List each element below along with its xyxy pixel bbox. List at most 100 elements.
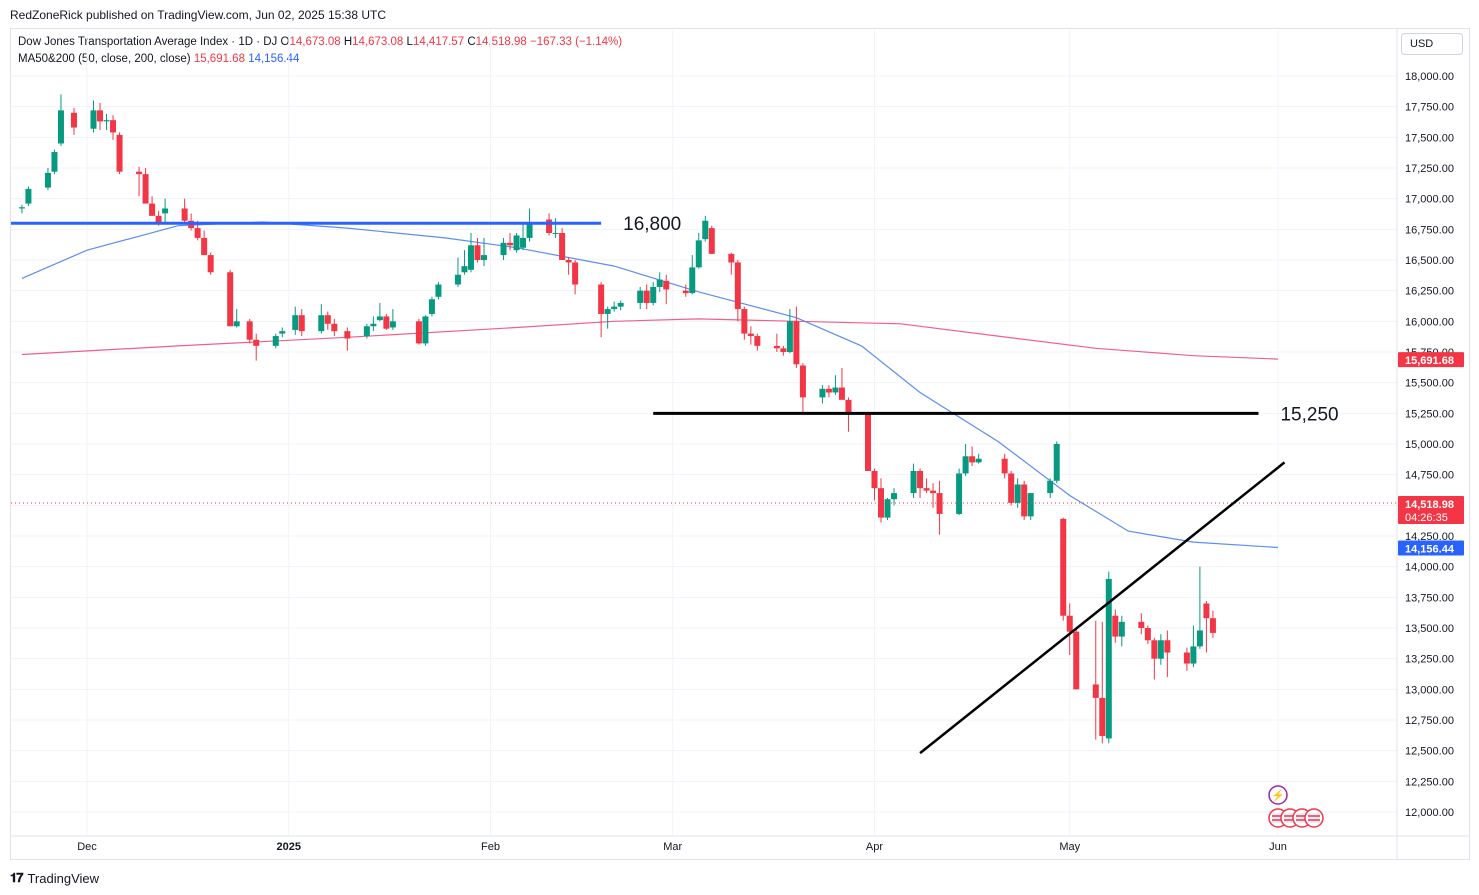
publisher-bar: RedZoneRick published on TradingView.com…: [0, 0, 1479, 28]
candle-body: [201, 237, 208, 256]
candle-body: [845, 399, 852, 414]
time-tick-label: Apr: [866, 841, 883, 853]
price-badge-countdown: 04:26:35: [1405, 512, 1448, 524]
price-tick-label: 13,000.00: [1405, 684, 1454, 696]
candle-body: [923, 488, 930, 491]
candle-body: [1196, 630, 1203, 647]
candle-body: [1099, 697, 1106, 736]
candle-body: [51, 152, 58, 172]
price-grid: [11, 30, 1397, 836]
candle-body: [467, 245, 474, 270]
candle-body: [149, 203, 156, 216]
candle-body: [656, 279, 663, 287]
candle-body: [734, 262, 741, 310]
candle-body: [142, 174, 149, 204]
lightning-icon: [1268, 785, 1288, 805]
footer-brand[interactable]: TradingView: [27, 870, 100, 886]
price-tick-label: 16,250.00: [1405, 286, 1454, 298]
candle-body: [1151, 640, 1158, 659]
candle-body: [565, 260, 572, 263]
price-tick-label: 17,500.00: [1405, 132, 1454, 144]
candle-body: [838, 387, 845, 400]
annotations: 16,800 15,250: [11, 214, 1397, 755]
candle-body: [650, 286, 657, 303]
event-icons: ⚡: [1268, 785, 1324, 828]
currency-selector[interactable]: USD: [1401, 33, 1463, 55]
candle-body: [559, 233, 566, 260]
time-tick-label: Jun: [1269, 841, 1287, 853]
candle-body: [637, 290, 644, 303]
candle-body: [1092, 684, 1099, 698]
price-tick-label: 17,250.00: [1405, 163, 1454, 175]
level-label: 15,250: [1280, 404, 1338, 425]
symbol-title[interactable]: Dow Jones Transportation Average Index ·…: [18, 36, 278, 48]
candle-body: [454, 274, 461, 285]
candle-body: [1066, 615, 1073, 632]
candle-body: [428, 299, 435, 314]
publisher-text: RedZoneRick published on TradingView.com…: [10, 8, 387, 22]
candle-body: [1112, 615, 1119, 637]
candle-body: [246, 321, 253, 340]
candle-body: [97, 110, 104, 122]
candle-body: [513, 235, 520, 251]
candle-body: [604, 309, 611, 314]
ohlc-legend: Dow Jones Transportation Average Index ·…: [18, 36, 622, 48]
candle-body: [891, 493, 898, 500]
price-tick-label: 12,500.00: [1405, 746, 1454, 758]
candle-body: [617, 302, 624, 307]
change-value: −167.33 (−1.14%): [530, 36, 623, 48]
candle-body: [1203, 603, 1210, 619]
candle-body: [1014, 484, 1021, 503]
candle-body: [383, 316, 390, 329]
candle-body: [1164, 640, 1171, 653]
candle-body: [1047, 480, 1054, 494]
footer: 𝟏𝟕 TradingView: [10, 868, 99, 888]
candle-body: [754, 336, 761, 346]
price-badge-text: 14,518.98: [1405, 499, 1454, 511]
candle-body: [910, 470, 917, 494]
price-tick-label: 13,250.00: [1405, 654, 1454, 666]
candle-body: [526, 221, 533, 238]
low-value: 14,417.57: [412, 36, 465, 48]
candle-body: [57, 110, 64, 144]
candle-body: [181, 208, 188, 221]
candle-body: [507, 242, 514, 246]
candle-body: [1144, 628, 1151, 641]
candle-body: [793, 321, 800, 365]
candle-body: [136, 171, 143, 175]
candle-body: [552, 233, 559, 235]
candle-body: [689, 267, 696, 294]
low-label: L: [406, 36, 413, 48]
price-tick-label: 13,750.00: [1405, 592, 1454, 604]
candle-body: [682, 290, 689, 294]
candle-body: [70, 112, 77, 128]
candle-body: [969, 456, 976, 463]
tradingview-logo-icon[interactable]: 𝟏𝟕: [10, 870, 24, 885]
candle-body: [917, 470, 924, 489]
candle-body: [546, 219, 553, 234]
candle-body: [116, 134, 123, 172]
ma-label[interactable]: MA50&200 (50, close, 200, close): [18, 53, 191, 65]
candle-body: [1027, 493, 1034, 517]
candle-body: [1138, 621, 1145, 628]
candle-body: [474, 245, 481, 260]
candle-body: [298, 315, 305, 332]
price-badge-text: 14,156.44: [1405, 543, 1455, 555]
candle-body: [520, 237, 527, 248]
chart-frame[interactable]: [10, 28, 1470, 860]
candle-body: [389, 321, 396, 328]
candle-body: [363, 326, 370, 337]
candle-body: [832, 387, 839, 393]
price-tick-label: 15,500.00: [1405, 378, 1454, 390]
candle-body: [162, 208, 169, 214]
candle-body: [708, 228, 715, 254]
candle-body: [819, 388, 826, 398]
candle-body: [194, 228, 201, 238]
candle-body: [643, 290, 650, 303]
candle-body: [344, 331, 351, 339]
trendline: [919, 461, 1286, 755]
high-label: H: [343, 36, 353, 48]
price-tick-label: 17,000.00: [1405, 194, 1454, 206]
